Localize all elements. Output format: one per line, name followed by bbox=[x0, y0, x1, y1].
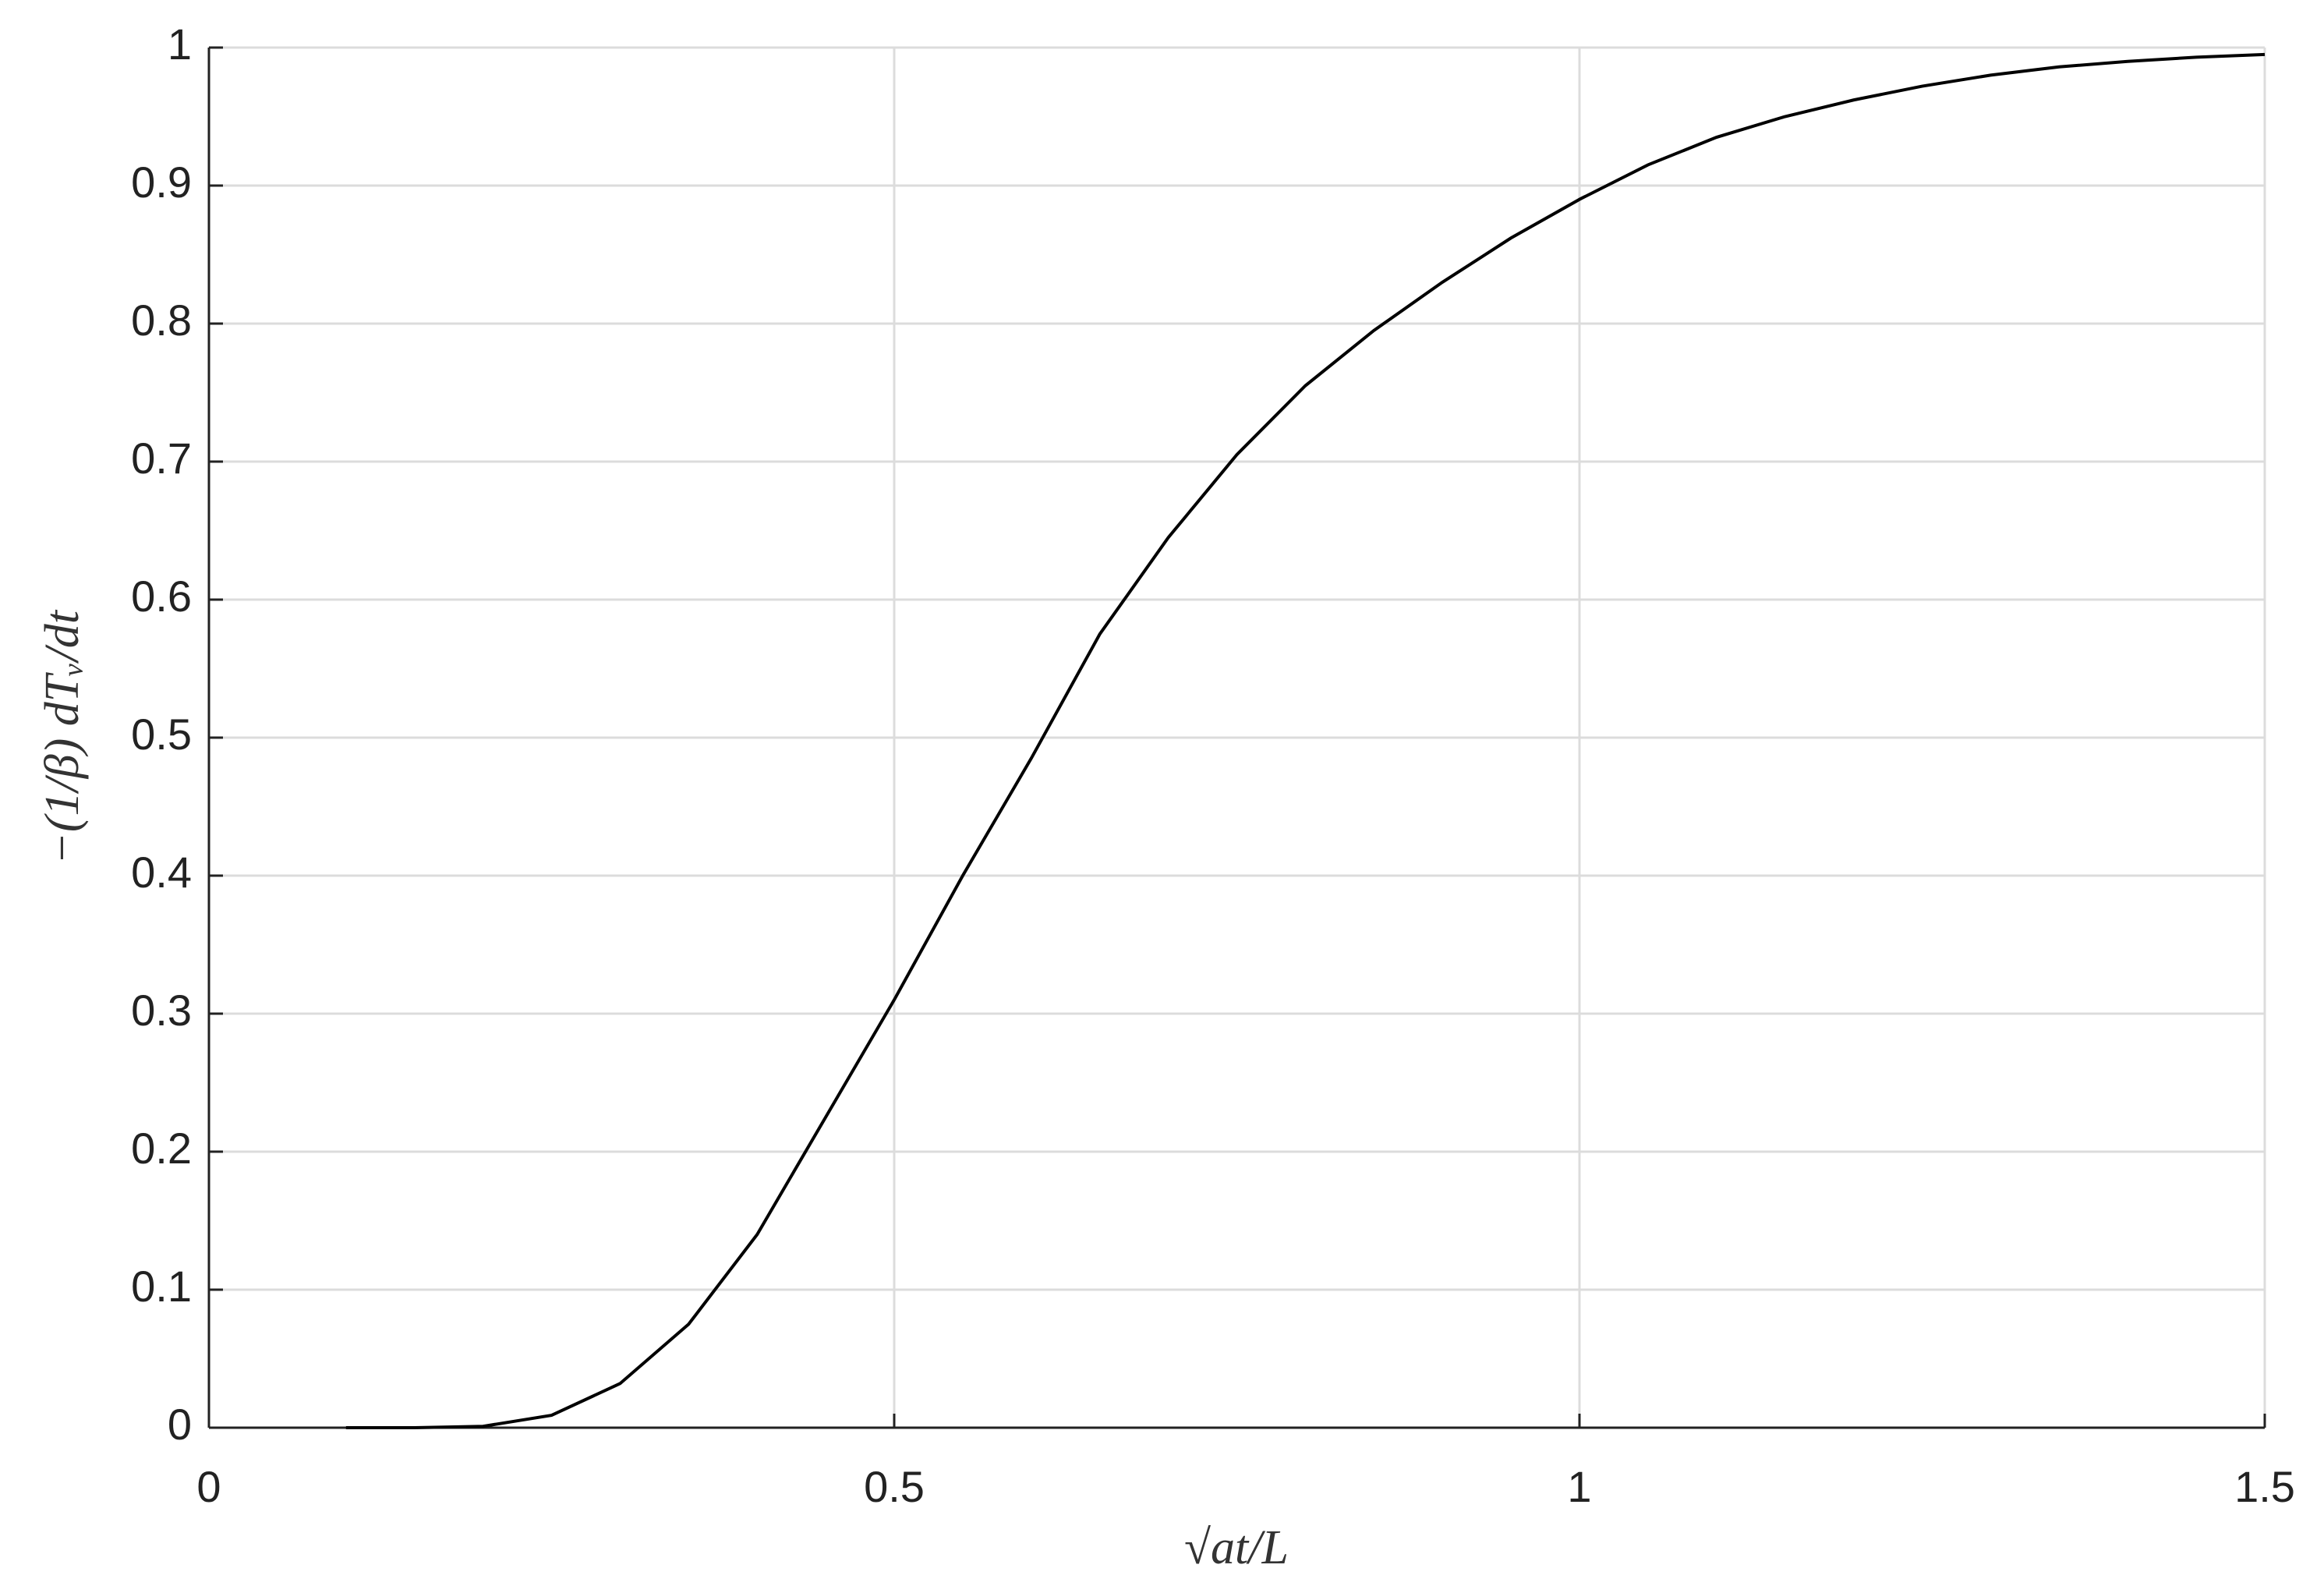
y-tick-label: 0.8 bbox=[131, 296, 192, 345]
x-axis-label: √at/L bbox=[1184, 1521, 1289, 1574]
x-tick-label: 1.5 bbox=[2234, 1462, 2295, 1511]
y-axis-label: −(1/β) dTᵥ/dt bbox=[36, 609, 89, 865]
y-tick-label: 0.9 bbox=[131, 158, 192, 207]
y-tick-label: 0.5 bbox=[131, 710, 192, 759]
y-tick-label: 0.1 bbox=[131, 1262, 192, 1311]
data-line bbox=[345, 52, 2266, 1429]
x-tick-label: 1 bbox=[1567, 1462, 1591, 1511]
y-tick-label: 0.4 bbox=[131, 848, 192, 897]
y-tick-label: 0.2 bbox=[131, 1124, 192, 1173]
y-tick-label: 0 bbox=[168, 1400, 192, 1449]
y-tick-label: 0.3 bbox=[131, 986, 192, 1035]
x-tick-label: 0 bbox=[196, 1462, 221, 1511]
y-tick-label: 0.6 bbox=[131, 572, 192, 621]
y-tick-label: 1 bbox=[168, 19, 192, 69]
y-tick-label: 0.7 bbox=[131, 434, 192, 483]
x-tick-label: 0.5 bbox=[864, 1462, 925, 1511]
